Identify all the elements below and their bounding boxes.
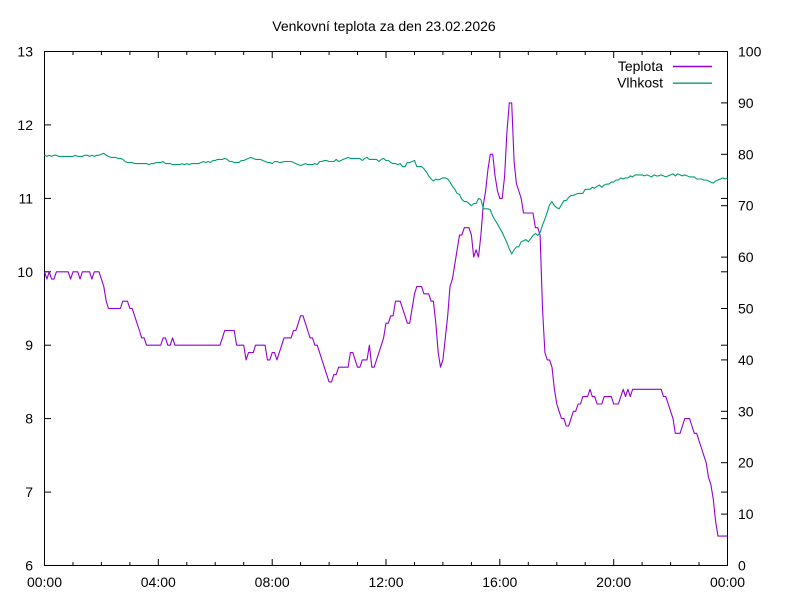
svg-text:30: 30 xyxy=(738,403,754,419)
svg-text:9: 9 xyxy=(25,337,33,353)
svg-text:12: 12 xyxy=(17,117,33,133)
svg-text:10: 10 xyxy=(17,264,33,280)
svg-text:70: 70 xyxy=(738,198,754,214)
svg-text:08:00: 08:00 xyxy=(255,574,290,590)
svg-text:6: 6 xyxy=(25,558,33,574)
svg-text:40: 40 xyxy=(738,352,754,368)
svg-text:50: 50 xyxy=(738,301,754,317)
svg-text:0: 0 xyxy=(738,558,746,574)
svg-text:7: 7 xyxy=(25,484,33,500)
svg-text:00:00: 00:00 xyxy=(27,574,62,590)
svg-text:00:00: 00:00 xyxy=(710,574,745,590)
svg-text:04:00: 04:00 xyxy=(141,574,176,590)
svg-text:20: 20 xyxy=(738,455,754,471)
svg-text:16:00: 16:00 xyxy=(482,574,517,590)
svg-text:8: 8 xyxy=(25,411,33,427)
svg-text:11: 11 xyxy=(18,190,33,206)
svg-text:Teplota: Teplota xyxy=(618,58,663,74)
svg-text:60: 60 xyxy=(738,249,754,265)
svg-text:Vlhkost: Vlhkost xyxy=(617,75,663,91)
svg-text:100: 100 xyxy=(738,44,762,60)
svg-text:13: 13 xyxy=(17,44,33,60)
svg-text:10: 10 xyxy=(738,506,754,522)
svg-text:Venkovní teplota za den 23.02.: Venkovní teplota za den 23.02.2026 xyxy=(272,18,496,34)
svg-text:12:00: 12:00 xyxy=(368,574,403,590)
svg-text:80: 80 xyxy=(738,146,754,162)
svg-text:20:00: 20:00 xyxy=(596,574,631,590)
svg-text:90: 90 xyxy=(738,95,754,111)
